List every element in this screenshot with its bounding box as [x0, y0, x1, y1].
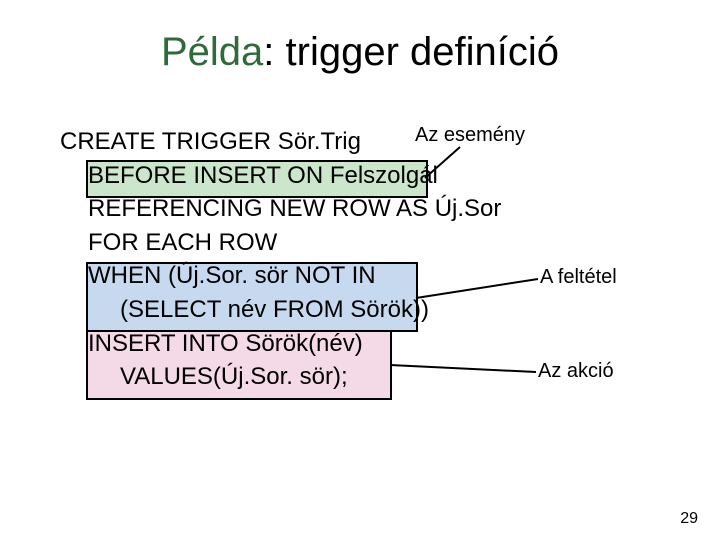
code-line: BEFORE INSERT ON Felszolgál: [60, 159, 501, 193]
code-line: INSERT INTO Sörök(név): [60, 327, 501, 361]
slide: Példa: trigger definíció CREATE TRIGGER …: [0, 0, 720, 540]
code-line: FOR EACH ROW: [60, 226, 501, 260]
code-line: REFERENCING NEW ROW AS Új.Sor: [60, 192, 501, 226]
slide-title: Példa: trigger definíció: [0, 30, 720, 75]
title-rest: : trigger definíció: [263, 30, 559, 74]
annotation-action: Az akció: [538, 360, 614, 383]
annotation-event: Az esemény: [415, 124, 525, 147]
page-number: 29: [680, 510, 698, 528]
title-accent: Példa: [161, 30, 263, 74]
code-line: WHEN (Új.Sor. sör NOT IN: [60, 259, 501, 293]
code-line: VALUES(Új.Sor. sör);: [60, 360, 501, 394]
code-block: CREATE TRIGGER Sör.Trig BEFORE INSERT ON…: [60, 125, 501, 394]
annotation-condition: A feltétel: [540, 266, 617, 289]
code-line: (SELECT név FROM Sörök)): [60, 293, 501, 327]
